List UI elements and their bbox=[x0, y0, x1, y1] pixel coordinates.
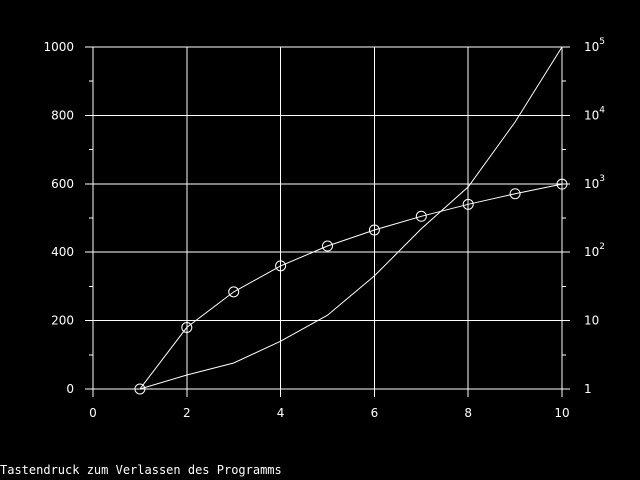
series-1-point bbox=[134, 383, 146, 395]
series-1-point bbox=[181, 321, 193, 333]
x-tick-label: 0 bbox=[89, 406, 97, 420]
y2-tick-label: 103 bbox=[584, 174, 605, 191]
x-tick-label: 6 bbox=[371, 406, 379, 420]
y-tick-label: 1000 bbox=[43, 40, 74, 54]
status-message: Tastendruck zum Verlassen des Programms bbox=[0, 463, 282, 477]
series-1-point bbox=[462, 198, 474, 210]
series-1-point bbox=[275, 260, 287, 272]
series-line-2 bbox=[139, 46, 563, 390]
y2-tick-exponent: 2 bbox=[599, 242, 605, 252]
series-line-1 bbox=[139, 183, 563, 390]
series-1-point bbox=[509, 188, 521, 200]
grid bbox=[92, 46, 563, 390]
plot-frame bbox=[92, 46, 563, 390]
y2-tick-exponent: 5 bbox=[599, 37, 605, 47]
y-tick-label: 0 bbox=[66, 382, 74, 396]
tick-labels: 0 2 4 6 8 10 0 200 400 600 800 1000 1 10 102 103 104 105 bbox=[43, 37, 605, 420]
y-tick-label: 600 bbox=[51, 177, 74, 191]
series-1-point bbox=[556, 178, 568, 190]
y2-tick-label: 105 bbox=[584, 37, 605, 54]
y2-tick-label: 104 bbox=[584, 105, 605, 122]
y-tick-label: 200 bbox=[51, 314, 74, 328]
y2-tick-label: 10 bbox=[584, 314, 599, 328]
y2-tick-exponent: 4 bbox=[599, 105, 605, 115]
y2-tick-exponent: 3 bbox=[599, 174, 605, 184]
series-1-point bbox=[368, 224, 380, 236]
series-1-point bbox=[415, 210, 427, 222]
y-tick-label: 800 bbox=[51, 108, 74, 122]
x-tick-label: 8 bbox=[464, 406, 472, 420]
x-tick-label: 2 bbox=[183, 406, 191, 420]
x-tick-label: 4 bbox=[277, 406, 285, 420]
x-tick-label: 10 bbox=[554, 406, 569, 420]
series-1-point bbox=[228, 286, 240, 298]
y2-tick-label: 1 bbox=[584, 382, 592, 396]
y2-tick-label: 102 bbox=[584, 242, 605, 259]
y-tick-label: 400 bbox=[51, 245, 74, 259]
series-1-point bbox=[322, 240, 333, 252]
series-group bbox=[134, 46, 568, 395]
axis-ticks bbox=[85, 46, 570, 397]
